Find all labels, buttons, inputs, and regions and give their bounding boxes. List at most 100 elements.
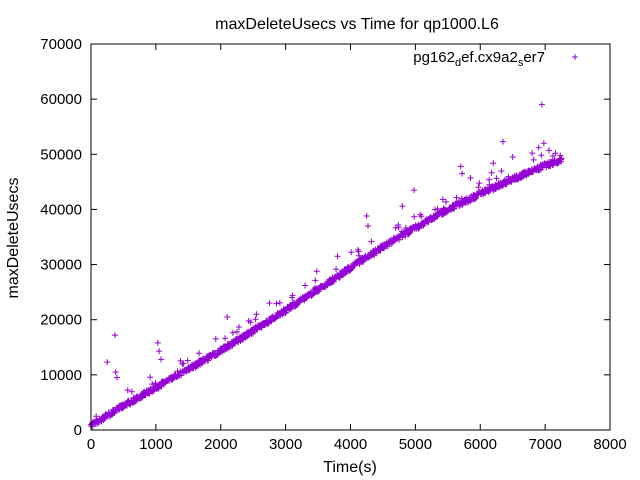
data-point-outlier xyxy=(540,140,547,147)
data-points xyxy=(88,101,565,430)
data-point-outlier xyxy=(538,101,545,108)
x-tick-label: 5000 xyxy=(399,436,432,453)
data-point xyxy=(392,224,399,231)
data-point-outlier xyxy=(113,374,120,381)
data-point-outlier xyxy=(224,313,231,320)
y-tick-label: 20000 xyxy=(40,312,82,329)
data-point xyxy=(395,224,402,231)
data-point-outlier xyxy=(457,163,464,170)
data-point-outlier xyxy=(112,332,119,339)
y-tick-label: 70000 xyxy=(40,36,82,53)
data-point-outlier xyxy=(499,138,506,145)
data-point xyxy=(530,156,537,163)
data-point xyxy=(348,249,355,256)
x-tick-label: 7000 xyxy=(528,436,561,453)
data-point xyxy=(368,238,375,245)
data-point xyxy=(229,329,236,336)
data-point xyxy=(434,205,441,212)
data-point xyxy=(442,198,449,205)
data-point xyxy=(258,324,265,331)
data-point-outlier xyxy=(549,152,556,159)
plot-frame xyxy=(90,43,611,431)
data-point xyxy=(486,187,493,194)
data-point-outlier xyxy=(156,348,163,355)
data-point xyxy=(498,168,505,175)
data-point-outlier xyxy=(154,339,161,346)
data-point-outlier xyxy=(399,203,406,210)
y-axis-label: maxDeleteUsecs xyxy=(5,178,22,299)
data-point xyxy=(355,248,362,255)
data-point-outlier xyxy=(509,154,516,161)
data-point xyxy=(124,387,131,394)
data-point xyxy=(453,194,460,201)
data-point-outlier xyxy=(459,170,466,177)
data-point xyxy=(234,328,241,335)
y-tick-label: 10000 xyxy=(40,367,82,384)
x-tick-label: 6000 xyxy=(464,436,497,453)
data-point xyxy=(356,252,363,259)
data-point-outlier xyxy=(467,174,474,181)
data-point xyxy=(538,152,545,159)
data-point xyxy=(377,247,384,254)
data-point xyxy=(147,374,154,381)
data-point xyxy=(439,196,446,203)
data-point xyxy=(280,306,287,313)
data-point-outlier xyxy=(411,187,418,194)
y-tick-label: 40000 xyxy=(40,201,82,218)
data-point xyxy=(451,205,458,212)
data-point xyxy=(418,213,425,220)
data-point xyxy=(276,299,283,306)
data-point-outlier xyxy=(529,150,536,157)
data-point-outlier xyxy=(93,413,100,420)
data-point xyxy=(235,324,242,331)
data-point xyxy=(493,175,500,182)
data-point xyxy=(557,156,564,163)
data-point xyxy=(273,300,280,307)
data-point-outlier xyxy=(253,311,260,318)
data-point xyxy=(196,350,203,357)
data-point-outlier xyxy=(334,253,341,260)
data-point xyxy=(178,372,185,379)
x-tick-label: 4000 xyxy=(334,436,367,453)
data-point xyxy=(184,357,191,364)
data-point xyxy=(399,234,406,241)
data-point xyxy=(177,357,184,364)
data-point xyxy=(411,213,418,220)
data-point xyxy=(472,195,479,202)
data-point xyxy=(488,169,495,176)
data-point xyxy=(552,150,559,157)
y-tick-label: 60000 xyxy=(40,91,82,108)
legend: pg162def.cx9a2ser7 xyxy=(413,49,578,69)
y-tick-label: 0 xyxy=(74,422,82,439)
data-point xyxy=(329,279,336,286)
legend-label: pg162def.cx9a2ser7 xyxy=(413,49,545,69)
data-point-outlier xyxy=(546,147,553,154)
data-point xyxy=(476,180,483,187)
legend-marker xyxy=(572,54,578,60)
x-tick-label: 2000 xyxy=(204,436,237,453)
data-point xyxy=(222,335,229,342)
data-point xyxy=(295,300,302,307)
data-point xyxy=(432,206,439,213)
x-tick-label: 1000 xyxy=(139,436,172,453)
data-point xyxy=(425,219,432,226)
data-point-outlier xyxy=(112,369,119,376)
data-point xyxy=(212,335,219,342)
data-point-outlier xyxy=(513,172,520,179)
data-point xyxy=(312,277,319,284)
data-point-outlier xyxy=(266,300,273,307)
data-point-outlier xyxy=(490,160,497,167)
data-point-outlier xyxy=(363,213,370,220)
chart-title: maxDeleteUsecs vs Time for qp1000.L6 xyxy=(215,16,499,33)
x-axis-label: Time(s) xyxy=(323,459,377,476)
y-tick-label: 50000 xyxy=(40,146,82,163)
data-point-outlier xyxy=(104,359,111,366)
data-point-outlier xyxy=(289,294,296,301)
data-point-outlier xyxy=(365,222,372,229)
data-point-outlier xyxy=(158,356,165,363)
data-point xyxy=(252,316,259,323)
data-point xyxy=(128,388,135,395)
